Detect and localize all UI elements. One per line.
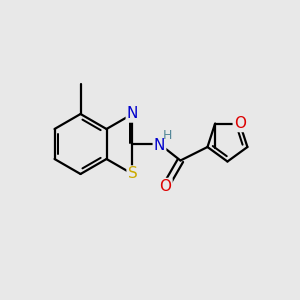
Text: O: O [234, 116, 246, 131]
Text: O: O [160, 179, 172, 194]
Text: N: N [127, 106, 138, 122]
Text: N: N [154, 138, 165, 153]
Text: S: S [128, 167, 137, 182]
Text: H: H [162, 129, 172, 142]
